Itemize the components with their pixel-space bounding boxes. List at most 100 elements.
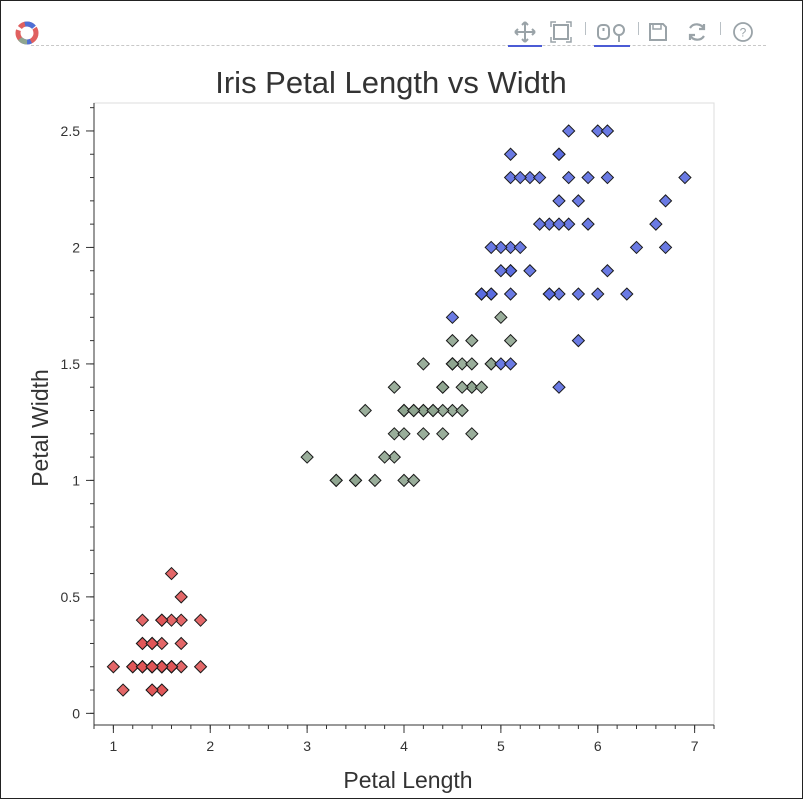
data-point	[116, 683, 130, 697]
y-axis-label: Petal Width	[27, 369, 53, 487]
data-point	[348, 473, 363, 488]
data-point	[455, 357, 469, 371]
data-point	[174, 660, 188, 674]
data-point	[174, 590, 188, 604]
data-point	[193, 660, 208, 674]
data-point	[658, 194, 673, 208]
data-point	[164, 660, 179, 674]
data-point	[164, 566, 179, 581]
data-point	[465, 333, 479, 348]
data-point	[649, 217, 663, 231]
data-point	[494, 264, 508, 278]
data-point	[542, 217, 557, 231]
data-point	[532, 170, 547, 185]
data-point	[174, 636, 188, 651]
toolbar-separator	[585, 22, 586, 35]
data-point	[155, 613, 169, 627]
save-tool-button[interactable]	[645, 18, 671, 46]
data-point	[155, 636, 169, 651]
pan-icon	[514, 21, 536, 43]
data-point	[513, 170, 527, 185]
data-point	[513, 240, 527, 255]
bokeh-logo-icon	[15, 21, 39, 45]
data-point	[387, 380, 402, 394]
x-tick-label: 6	[594, 738, 602, 754]
data-point	[164, 613, 179, 627]
data-point	[155, 683, 169, 697]
help-icon: ?	[733, 22, 753, 42]
y-tick-label: 0	[72, 705, 80, 721]
y-tick-label: 2	[72, 239, 80, 255]
data-point	[503, 147, 518, 161]
data-point	[620, 287, 634, 301]
toolbar-separator	[638, 22, 639, 35]
x-axis-label: Petal Length	[343, 767, 472, 793]
data-point	[484, 287, 498, 301]
data-point	[174, 613, 188, 627]
x-tick-label: 3	[303, 738, 311, 754]
reset-tool-button[interactable]	[683, 18, 711, 46]
pan-tool-button[interactable]	[508, 18, 542, 47]
data-point	[397, 427, 411, 441]
data-point	[503, 287, 518, 301]
data-point	[465, 357, 479, 371]
wheel-zoom-tool-button[interactable]	[594, 18, 630, 47]
data-point	[135, 660, 150, 674]
chart-title: Iris Petal Length vs Width	[215, 65, 567, 100]
data-point	[329, 473, 343, 488]
data-point	[552, 217, 566, 231]
data-point	[397, 403, 411, 418]
toolbar-divider	[31, 45, 766, 46]
data-point	[465, 427, 479, 441]
data-point	[503, 333, 518, 348]
data-point	[145, 683, 159, 697]
box-zoom-icon	[550, 21, 572, 43]
data-point	[436, 380, 450, 394]
y-tick-label: 2.5	[61, 123, 81, 139]
help-tool-button[interactable]: ?	[729, 18, 757, 46]
data-point	[474, 287, 489, 301]
data-point	[581, 217, 595, 231]
toolbar-separator	[720, 22, 721, 35]
data-point	[542, 287, 557, 301]
data-point	[416, 357, 431, 371]
data-point	[503, 357, 518, 371]
data-point	[106, 660, 121, 674]
y-tick-label: 1	[72, 472, 80, 488]
data-point	[678, 170, 692, 185]
data-point	[503, 170, 518, 185]
x-tick-label: 2	[206, 738, 214, 754]
data-point	[300, 450, 314, 464]
data-point	[445, 403, 460, 418]
data-point	[155, 660, 169, 674]
data-point	[581, 170, 595, 185]
data-point	[561, 124, 576, 138]
data-point	[455, 380, 469, 394]
data-point	[377, 450, 392, 464]
box-zoom-tool-button[interactable]	[546, 18, 576, 46]
data-point	[135, 613, 150, 627]
data-point	[358, 403, 372, 418]
data-point	[629, 240, 644, 255]
data-point	[600, 170, 615, 185]
data-point	[145, 636, 159, 651]
x-tick-label: 7	[691, 738, 699, 754]
data-point	[135, 636, 150, 651]
data-point	[552, 194, 566, 208]
data-point	[600, 124, 615, 138]
data-point	[406, 403, 421, 418]
data-point	[387, 450, 402, 464]
data-point	[397, 473, 411, 488]
data-point	[387, 427, 402, 441]
data-point	[591, 124, 605, 138]
data-point	[658, 240, 673, 255]
data-point	[494, 310, 508, 325]
y-tick-label: 0.5	[61, 589, 81, 605]
data-point	[193, 613, 208, 627]
data-point	[436, 427, 450, 441]
data-point	[445, 357, 460, 371]
data-point	[445, 310, 460, 325]
data-point	[523, 170, 537, 185]
